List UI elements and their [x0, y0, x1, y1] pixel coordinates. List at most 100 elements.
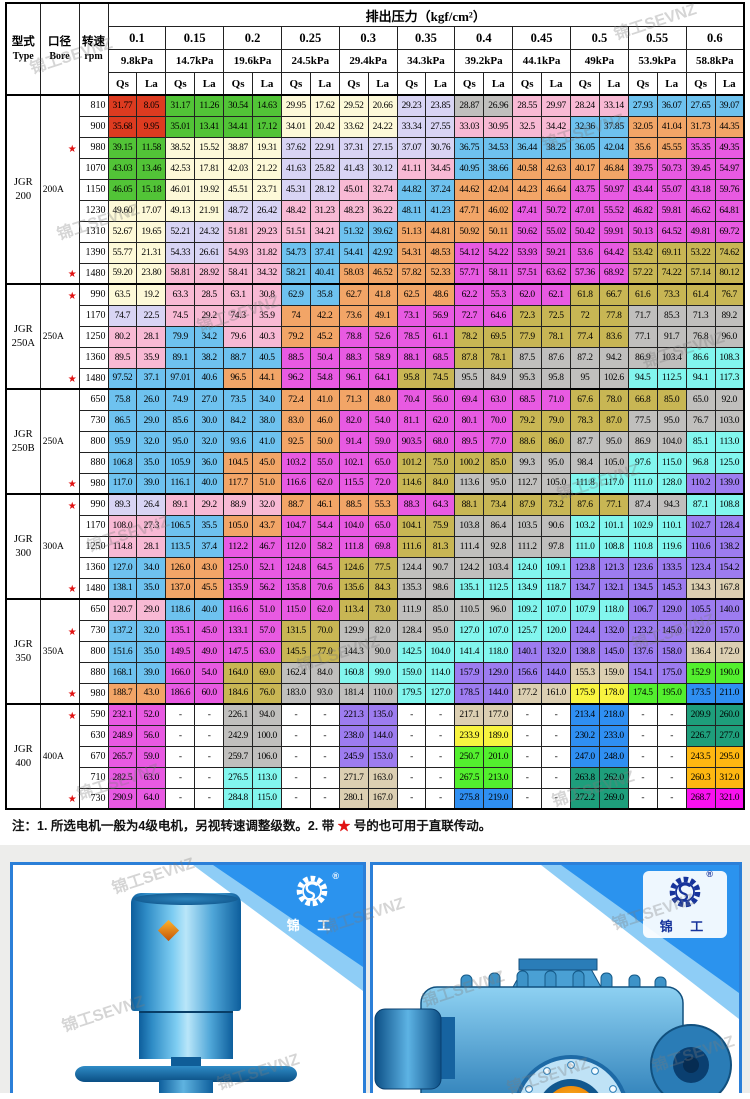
- value-cell: 62.0: [512, 283, 543, 306]
- value-cell: 30.8: [252, 283, 282, 306]
- la-header: La: [194, 72, 225, 96]
- value-cell: 87.5: [512, 346, 543, 369]
- value-cell: 46.84: [598, 157, 629, 180]
- value-cell: -: [512, 745, 543, 768]
- value-cell: 178.5: [454, 682, 485, 705]
- value-cell: 96.8: [685, 451, 716, 474]
- value-cell: 106.7: [627, 598, 658, 621]
- qs-header: Qs: [280, 72, 311, 96]
- value-cell: -: [165, 787, 196, 810]
- value-cell: 44.23: [512, 178, 543, 201]
- value-cell: 59.20: [107, 262, 138, 285]
- value-cell: 31.17: [165, 94, 196, 117]
- value-cell: 103.4: [483, 556, 514, 579]
- value-cell: -: [165, 745, 196, 768]
- star-cell: [66, 158, 80, 179]
- value-cell: 63.62: [541, 262, 571, 285]
- pressure-header: 0.2: [223, 26, 282, 50]
- value-cell: -: [425, 766, 456, 789]
- rpm-cell: 1360: [78, 556, 109, 579]
- value-cell: 29.97: [541, 94, 571, 117]
- star-cell: [66, 179, 80, 200]
- value-cell: 118.6: [165, 598, 196, 621]
- value-cell: 124.4: [396, 556, 427, 579]
- value-cell: 48.11: [396, 199, 427, 222]
- value-cell: 39.45: [685, 157, 716, 180]
- value-cell: 104.5: [223, 451, 254, 474]
- value-cell: 65.0: [685, 388, 716, 411]
- warning-diamond-label: [157, 919, 180, 942]
- value-cell: 37.31: [338, 136, 369, 159]
- star-cell: ★: [66, 263, 80, 285]
- value-cell: 268.7: [685, 787, 716, 810]
- rpm-cell: 1250: [78, 535, 109, 558]
- star-cell: ★: [66, 473, 80, 495]
- registered-mark: ®: [332, 871, 339, 881]
- value-cell: 233.9: [454, 724, 485, 747]
- value-cell: 48.6: [425, 283, 456, 306]
- table-row: 1390 55.77 21.31 54.33 26.61 54.93 31.82 54.73 3…: [6, 241, 745, 264]
- star-cell: [66, 116, 80, 137]
- value-cell: 74: [280, 304, 311, 327]
- value-cell: 80.1: [454, 409, 485, 432]
- value-cell: 62.0: [309, 598, 340, 621]
- value-cell: 103.5: [512, 514, 543, 537]
- value-cell: 50.73: [656, 157, 687, 180]
- value-cell: -: [512, 766, 543, 789]
- value-cell: 20.66: [367, 94, 398, 117]
- star-cell: ★: [66, 578, 80, 600]
- star-cell: [66, 641, 80, 662]
- value-cell: 95.8: [396, 367, 427, 390]
- value-cell: 164.0: [223, 661, 254, 684]
- value-cell: 50.72: [541, 199, 571, 222]
- value-cell: 59.76: [714, 178, 745, 201]
- value-cell: 85.0: [425, 598, 456, 621]
- value-cell: 903.5: [396, 430, 427, 453]
- value-cell: 38.2: [194, 346, 225, 369]
- value-cell: 46.52: [367, 262, 398, 285]
- value-cell: 34.0: [252, 388, 282, 411]
- rpm-cell: 880: [78, 451, 109, 474]
- value-cell: 55.3: [367, 493, 398, 516]
- qs-header: Qs: [512, 72, 543, 96]
- value-cell: 86.4: [483, 514, 514, 537]
- value-cell: 27.55: [425, 115, 456, 138]
- value-cell: -: [541, 745, 571, 768]
- value-cell: 103.2: [280, 451, 311, 474]
- value-cell: 8.05: [136, 94, 167, 117]
- value-cell: 44.35: [714, 115, 745, 138]
- value-cell: 133.1: [223, 619, 254, 642]
- rpm-cell: 1170: [78, 304, 109, 327]
- value-cell: 74.62: [714, 241, 745, 264]
- qs-header: Qs: [685, 72, 716, 96]
- star-cell: [66, 515, 80, 536]
- value-cell: 86.0: [541, 430, 571, 453]
- value-cell: 135.1: [165, 619, 196, 642]
- value-cell: 74.5: [425, 367, 456, 390]
- value-cell: 123.6: [627, 556, 658, 579]
- value-cell: 83.6: [598, 325, 629, 348]
- value-cell: 93.0: [309, 682, 340, 705]
- value-cell: 248.9: [107, 724, 138, 747]
- table-row: ★ 980 188.7 43.0 186.6 60.0 184.6 76.0 183.0 93.0…: [6, 682, 745, 705]
- value-cell: 111.0: [570, 535, 600, 558]
- value-cell: 151.6: [107, 640, 138, 663]
- value-cell: -: [396, 787, 427, 810]
- value-cell: 68.5: [425, 346, 456, 369]
- star-cell: [66, 767, 80, 788]
- value-cell: 112.7: [512, 472, 543, 495]
- star-cell: [66, 431, 80, 452]
- table-row: JGR 300 300A ★ 990 89.3 26.4 89.1 29.2 88.9 32.0 88…: [5, 493, 745, 600]
- value-cell: 269.0: [598, 787, 629, 810]
- value-cell: 276.5: [223, 766, 254, 789]
- la-header: La: [656, 72, 687, 96]
- value-cell: -: [165, 703, 196, 726]
- value-cell: 34.0: [136, 556, 167, 579]
- value-cell: 41.04: [656, 115, 687, 138]
- value-cell: 77.1: [598, 493, 629, 516]
- value-cell: 260.3: [685, 766, 716, 789]
- value-cell: 41.0: [252, 430, 282, 453]
- value-cell: 132.0: [598, 619, 629, 642]
- bore-cell: 400A: [39, 703, 67, 810]
- value-cell: 50.97: [598, 178, 629, 201]
